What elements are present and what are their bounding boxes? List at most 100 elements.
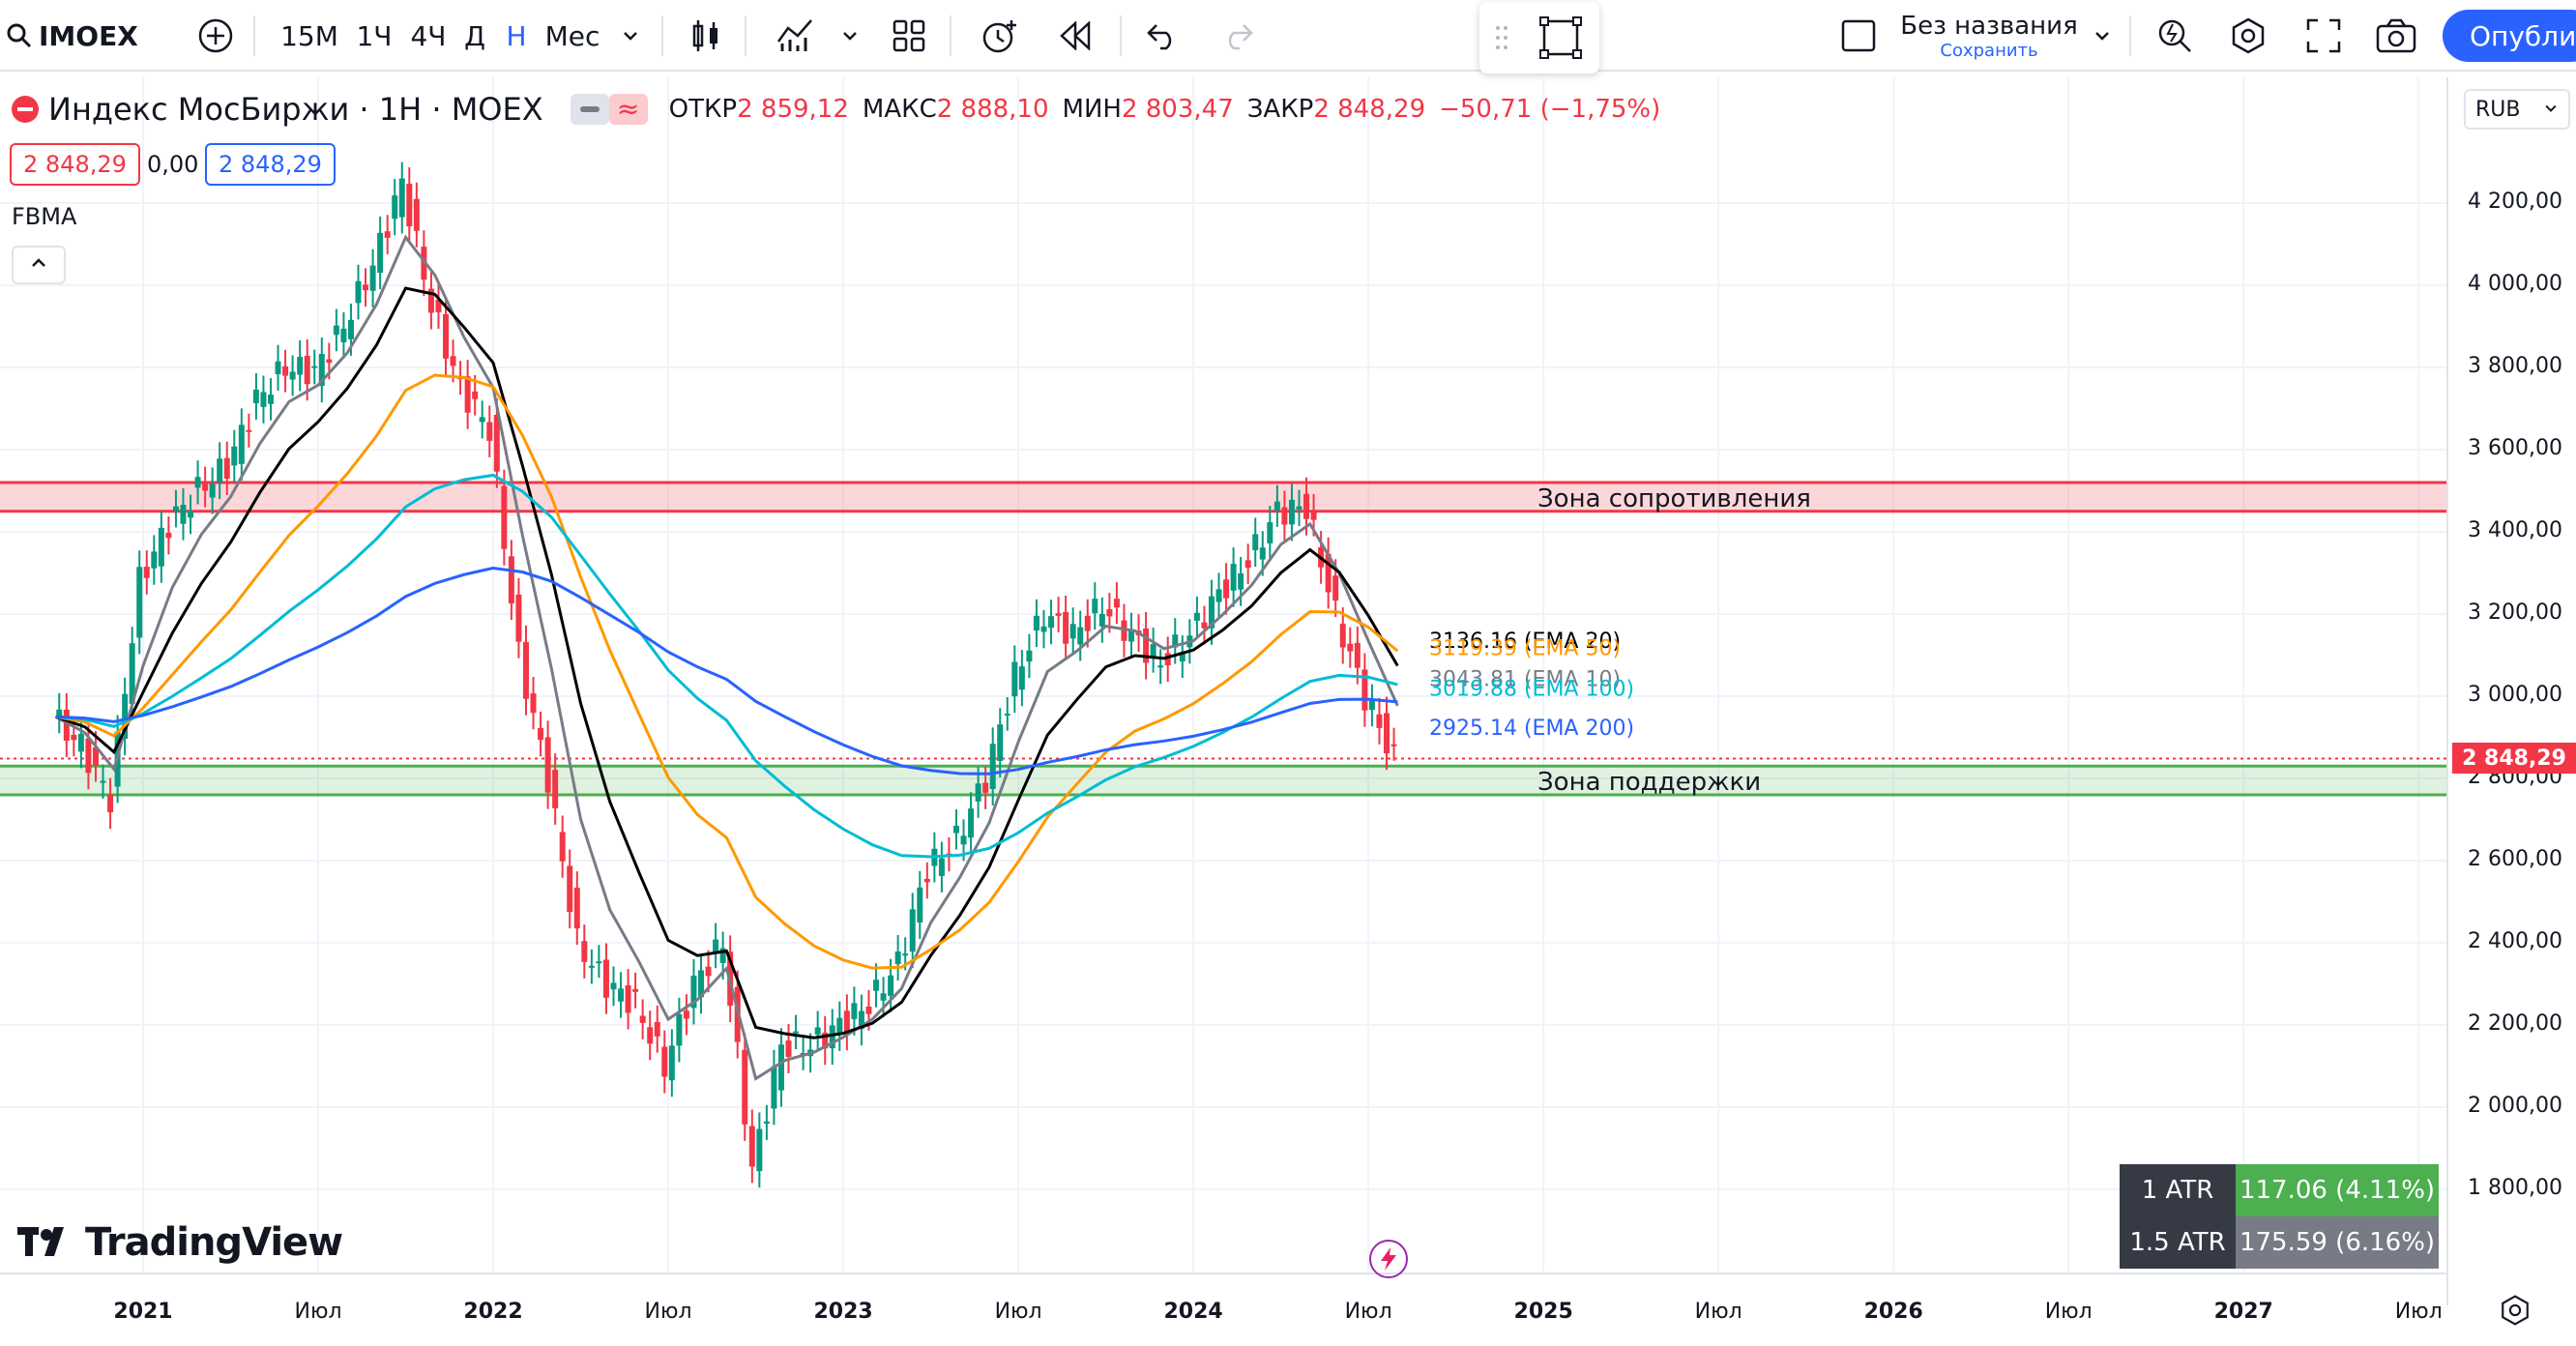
candle-body [938,858,945,876]
symbol-title[interactable]: Индекс МосБиржи · 1Н · MOEX [48,91,543,128]
candle-body [1244,560,1251,569]
interval-day[interactable]: Д [464,19,485,52]
alert-icon[interactable] [975,0,1023,72]
add-symbol-icon[interactable] [193,0,238,72]
layout-title: Без названия [1900,11,2078,41]
layout-save[interactable]: Сохранить [1940,40,2038,61]
interval-4h[interactable]: 4Ч [410,19,447,52]
candle-body [683,1010,689,1019]
candle-body [588,965,595,968]
candle-body [202,483,209,491]
close-label: ЗАКР [1246,95,1314,124]
candle-body [1084,615,1091,631]
high-value: 2 888,10 [936,95,1049,124]
bid-box[interactable]: 2 848,29 [10,143,140,186]
candle-body [435,299,442,312]
candle-body [610,982,617,990]
interval-1h[interactable]: 1Ч [356,19,393,52]
interval-month[interactable]: Мес [544,19,600,52]
candle-body [1011,661,1018,697]
interval-week[interactable]: Н [506,19,527,52]
candle-body [1361,669,1368,711]
candle-body [1368,700,1375,711]
chevron-down-icon[interactable] [613,0,648,72]
candle-body [1128,629,1135,642]
candle-body [1077,627,1084,645]
camera-icon[interactable] [2373,0,2419,72]
symbol-search[interactable]: IMOEX [6,0,138,72]
axis-settings-icon[interactable] [2499,1294,2532,1331]
candles-icon[interactable] [687,0,725,72]
candle-body [952,826,959,834]
low-label: МИН [1062,95,1122,124]
candle-body [742,1049,748,1125]
candle-body [413,198,420,231]
candle-body [92,746,99,766]
undo-icon[interactable] [1141,0,1184,72]
candle-body [858,1010,864,1030]
publish-button[interactable]: Опубликовать [2443,10,2576,62]
indicator-name[interactable]: FBMA [12,203,77,230]
replay-icon[interactable] [1054,0,1097,72]
candle-body [188,511,194,518]
candle-body [1004,714,1010,717]
price-tick-label: 3 600,00 [2468,436,2562,460]
low-value: 2 803,47 [1121,95,1234,124]
quick-search-icon[interactable] [2152,0,2197,72]
layout-name[interactable]: Без названия Сохранить [1897,0,2081,72]
templates-icon[interactable] [888,0,930,72]
interval-15m[interactable]: 15М [280,19,338,52]
candle-body [377,232,384,274]
ask-box[interactable]: 2 848,29 [205,143,336,186]
time-tick-label: 2026 [1863,1300,1923,1324]
candle-body [515,594,522,642]
currency-select[interactable]: RUB [2464,89,2570,130]
candle-body [1193,612,1200,621]
price-tick-label: 3 200,00 [2468,600,2562,625]
candle-body [814,1027,821,1035]
candle-body [888,975,894,996]
candle-body [158,527,164,567]
lightning-icon[interactable] [1369,1240,1408,1278]
ema-label: 3019.88 (EMA 100) [1429,678,1634,702]
candle-body [406,183,413,227]
candle-body [165,533,172,539]
candle-body [894,951,901,965]
indicators-icon[interactable] [774,0,818,72]
time-tick-label: Июл [1694,1300,1742,1324]
indicators-dropdown-icon[interactable] [835,0,864,72]
atr-1-value: 117.06 (4.11%) [2236,1164,2439,1216]
time-axis[interactable]: 2021 Июл 2022 Июл 2023 Июл 2024 Июл 2025 Июл 2026 И… [0,1273,2446,1346]
candle-body [246,429,252,432]
candle-body [1121,620,1127,641]
candle-body [1150,644,1156,657]
layout-icon[interactable] [1837,0,1880,72]
fullscreen-icon[interactable] [2301,0,2346,72]
settings-icon[interactable] [2226,0,2270,72]
drag-handle-icon[interactable] [1487,2,1516,73]
candle-body [238,424,245,464]
collapse-legend-button[interactable] [12,246,66,284]
price-axis[interactable]: RUB 4 200,00 4 000,00 3 800,00 3 600,00 3 40… [2446,77,2576,1305]
redo-icon[interactable] [1216,0,1259,72]
visibility-toggle-icon[interactable] [570,94,609,125]
rectangle-tool-icon[interactable] [1534,2,1588,73]
candle-body [777,1044,784,1091]
candle-body [347,319,354,339]
candle-body [552,770,559,808]
open-label: ОТКР [668,95,738,124]
candle-body [968,808,975,838]
candle-body [289,371,296,380]
price-tick-label: 4 000,00 [2468,272,2562,296]
tradingview-logo[interactable]: TradingView [17,1220,343,1265]
candle-body [71,734,77,741]
price-chart[interactable]: Зона сопротивления Зона поддержки 3136.16 … [0,77,2446,1273]
time-tick-label: 2021 [113,1300,173,1324]
high-label: МАКС [862,95,937,124]
price-tick-label: 3 000,00 [2468,683,2562,707]
candle-body [1325,553,1332,593]
layout-chevron-icon[interactable] [2085,0,2120,72]
candle-body [398,178,405,218]
compare-icon[interactable]: ≈ [608,94,648,125]
atr-2-value: 175.59 (6.16%) [2236,1216,2439,1269]
